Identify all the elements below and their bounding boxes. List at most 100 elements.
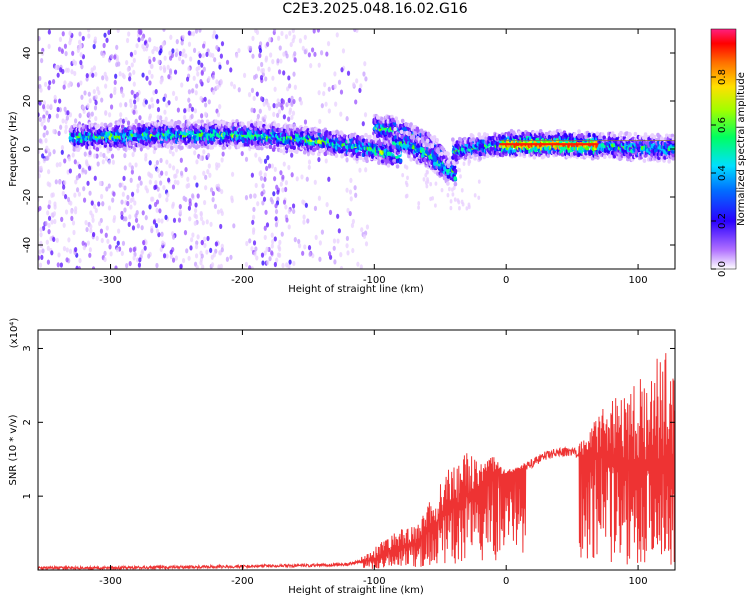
ridge-cell <box>573 132 577 137</box>
noise-cell <box>265 246 269 252</box>
noise-cell <box>55 113 59 119</box>
noise-cell <box>262 101 266 107</box>
noise-cell <box>318 240 322 246</box>
ridge-cell <box>108 122 113 127</box>
ridge-cell <box>409 122 413 127</box>
x-tick-label: 0 <box>503 576 509 587</box>
noise-cell <box>188 103 192 109</box>
noise-cell <box>345 243 349 249</box>
noise-cell <box>218 250 222 256</box>
noise-cell <box>267 105 272 111</box>
noise-cell <box>46 104 50 110</box>
noise-cell <box>178 50 183 57</box>
noise-cell <box>249 193 253 199</box>
noise-cell <box>124 116 128 123</box>
ridge-cell <box>146 145 150 150</box>
noise-cell <box>259 175 264 181</box>
noise-cell <box>127 221 131 227</box>
colorbar-ticks: 0.00.20.40.60.8 <box>711 69 728 277</box>
noise-cell <box>200 113 204 119</box>
noise-cell <box>156 98 160 104</box>
noise-cell <box>203 199 207 206</box>
noise-cell <box>333 83 337 90</box>
noise-cell <box>147 253 151 259</box>
noise-cell <box>277 252 282 258</box>
noise-cell <box>102 152 106 159</box>
noise-cell <box>254 152 258 158</box>
noise-cell <box>142 101 146 107</box>
noise-cell <box>48 199 52 205</box>
noise-cell <box>117 61 121 67</box>
noise-cell <box>161 240 165 246</box>
noise-cell <box>206 235 210 242</box>
noise-cell <box>136 257 140 263</box>
noise-cell <box>215 79 219 85</box>
noise-cell <box>207 76 211 82</box>
noise-cell <box>83 151 87 157</box>
noise-cell <box>58 179 62 185</box>
ridge-cell <box>361 138 366 143</box>
ridge-cell <box>375 115 380 120</box>
noise-cell <box>353 29 357 33</box>
noise-cell <box>187 89 192 95</box>
noise-cell <box>111 197 115 203</box>
noise-cell <box>275 257 279 263</box>
ridge-cell <box>116 121 121 126</box>
noise-cell <box>202 43 206 49</box>
noise-cell <box>211 190 216 197</box>
noise-cell <box>405 165 409 170</box>
colorbar-label: Normalized spectral amplitude <box>736 72 747 226</box>
noise-cell <box>121 92 125 98</box>
noise-cell <box>262 196 267 202</box>
noise-cell <box>297 238 301 245</box>
noise-cell <box>219 223 223 230</box>
noise-cell <box>47 29 51 35</box>
noise-cell <box>293 57 297 63</box>
noise-cell <box>292 34 296 40</box>
noise-cell <box>148 179 152 185</box>
noise-cell <box>282 199 287 205</box>
noise-cell <box>216 209 221 215</box>
noise-cell <box>165 102 169 108</box>
y-tick-label: 1 <box>22 493 33 499</box>
noise-cell <box>220 247 224 253</box>
noise-cell <box>260 191 264 197</box>
ridge-cell <box>266 124 271 129</box>
noise-cell <box>244 261 249 267</box>
noise-cell <box>103 71 107 77</box>
noise-cell <box>274 208 279 215</box>
noise-cell <box>251 35 255 41</box>
ridge-cell <box>453 168 458 174</box>
noise-cell <box>281 262 285 269</box>
noise-cell <box>56 72 60 78</box>
noise-cell <box>55 237 59 243</box>
noise-cell <box>63 180 67 186</box>
noise-cell <box>269 52 273 58</box>
ridge-cell <box>233 122 238 127</box>
ridge-cell <box>253 122 258 127</box>
noise-cell <box>160 231 164 237</box>
ridge-cell <box>436 147 440 152</box>
noise-cell <box>126 200 130 207</box>
noise-cell <box>138 30 143 36</box>
noise-cell <box>473 193 477 198</box>
noise-cell <box>192 75 196 81</box>
noise-cell <box>345 157 349 163</box>
noise-cell <box>467 202 471 207</box>
x-tick-label: -300 <box>99 275 122 286</box>
noise-cell <box>220 157 224 163</box>
noise-cell <box>339 252 343 258</box>
noise-cell <box>144 239 148 246</box>
colorbar: 0.00.20.40.60.8 Normalized spectral ampl… <box>710 28 747 277</box>
noise-cell <box>156 167 160 174</box>
noise-cell <box>62 184 66 190</box>
noise-cell <box>38 249 42 255</box>
noise-cell <box>193 213 197 219</box>
noise-cell <box>210 254 214 260</box>
noise-cell <box>190 106 195 112</box>
noise-cell <box>71 220 76 226</box>
noise-cell <box>247 92 252 98</box>
noise-cell <box>109 251 113 257</box>
noise-cell <box>181 34 185 40</box>
